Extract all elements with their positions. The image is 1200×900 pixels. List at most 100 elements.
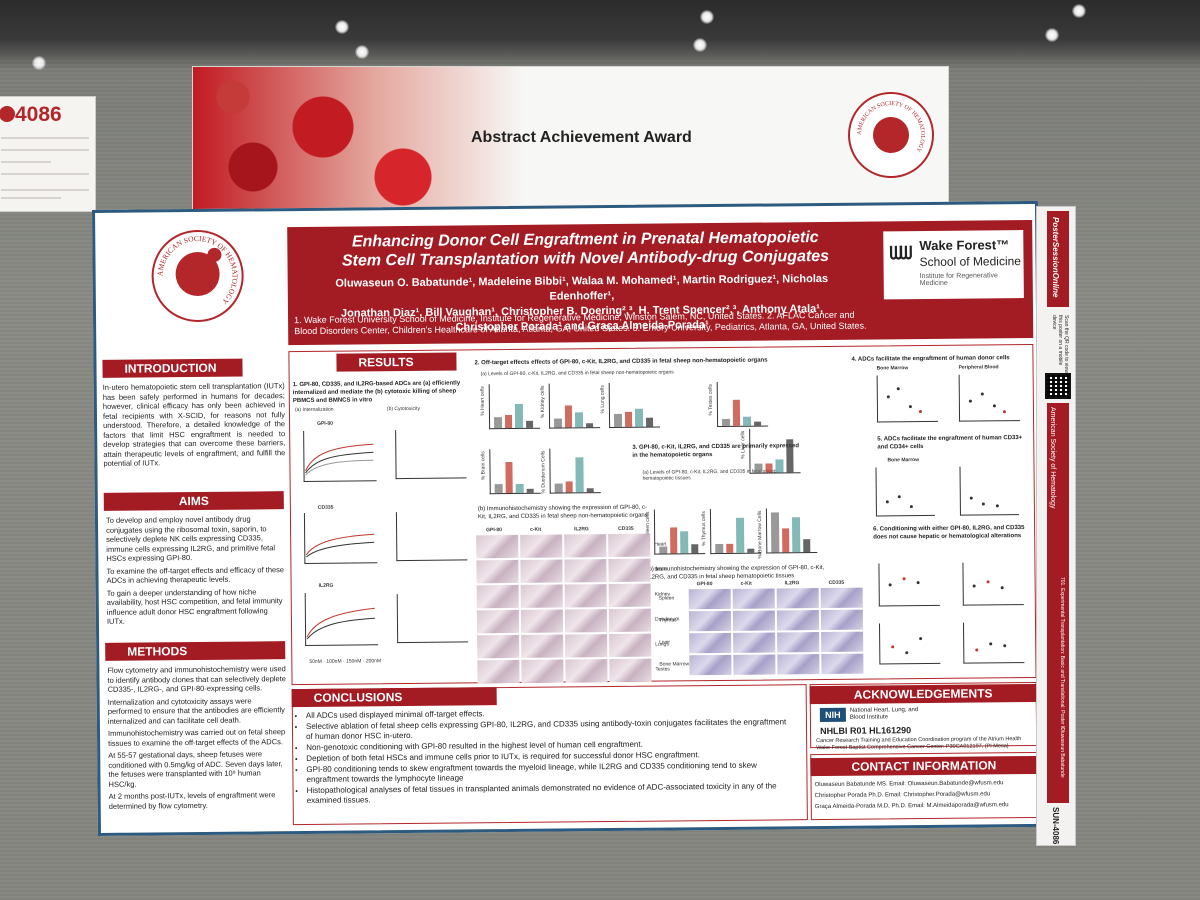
scatter-point: [968, 399, 972, 403]
award-title: Abstract Achievement Award: [471, 129, 692, 146]
organ-bar: [732, 399, 741, 426]
ihc3-tile: [689, 632, 732, 654]
organ-bar: [645, 417, 654, 427]
ihc3-tile: [733, 654, 776, 675]
scatter-point: [975, 648, 979, 652]
scatter-point: [1000, 586, 1004, 590]
fig1-curves: [305, 443, 375, 640]
organ-bar: [775, 459, 784, 473]
ihc-tile: [564, 609, 608, 633]
ihc3-tile: [732, 610, 776, 631]
scatter-point: [918, 410, 922, 414]
organ-bar-chart: [549, 448, 601, 494]
scatter-point: [885, 500, 889, 504]
fig1-title: 1. GPI-80, CD335, and IL2RG-based ADCs a…: [292, 380, 461, 405]
ceiling-light: [693, 38, 707, 52]
poster-title: Enhancing Donor Cell Engraftment in Pren…: [305, 228, 865, 271]
aims-heading: AIMS: [103, 491, 284, 511]
session-name: 701. Experimental Transplantation: Basic…: [1059, 577, 1065, 729]
fig4-panel-label: Peripheral Blood: [958, 364, 999, 371]
scatter-point: [992, 404, 996, 408]
grant-number: NHLBI R01 HL161290: [819, 725, 912, 737]
ihc-tile: [608, 583, 651, 608]
organ-bar-chart: [765, 508, 818, 554]
organ-axis-label: % Heart cells: [479, 386, 486, 416]
organ-bar: [526, 488, 534, 493]
fig3b-label: (b) Immunohistochemistry showing the exp…: [646, 564, 825, 581]
ihc3-tile: [688, 588, 731, 610]
organ-bar: [754, 463, 763, 473]
contact-line: Graça Almeida-Porada M.D, Ph.D. Email: M…: [814, 802, 1009, 811]
fig6-plot: [962, 562, 1024, 606]
scatter-point: [897, 495, 901, 499]
ihc3-tile: [820, 609, 864, 631]
aims-list: To develop and employ novel antibody dru…: [106, 514, 287, 629]
funding-note: Cancer Research Training and Education C…: [816, 736, 1022, 751]
organ-bar: [585, 422, 594, 428]
affiliations: 1. Wake Forest University School of Medi…: [294, 309, 867, 337]
organ-bar: [722, 419, 730, 426]
nih-logo: NIH: [819, 707, 846, 723]
nih-institute: National Heart, Lung, and Blood Institut…: [849, 707, 919, 721]
ihc3-tile: [820, 587, 863, 609]
organ-bar: [554, 483, 563, 493]
methods-item: Immunohistochemistry was carried out on …: [107, 727, 286, 748]
organ-bar-chart: [488, 383, 541, 430]
ihc3-tile: [732, 588, 775, 609]
fig1a-label: (a) Internalization: [294, 406, 334, 414]
organ-bar: [669, 527, 678, 554]
ceiling-light: [1072, 4, 1086, 18]
ihc-tile: [564, 559, 607, 583]
ihc3-tile: [689, 654, 732, 676]
scatter-point: [919, 637, 923, 641]
scatter-point: [902, 577, 906, 581]
postersession-brand: PosterSessionOnline: [1051, 217, 1060, 298]
fig1-row-label: GPI-80: [317, 420, 333, 427]
scatter-point: [1002, 410, 1006, 414]
wake-forest-icon: ᗯᗯ: [889, 243, 910, 264]
organ-bar: [690, 544, 699, 554]
methods-item: At 55-57 gestational days, sheep fetuses…: [108, 749, 283, 789]
ihc-tile: [609, 658, 652, 683]
organ-bar: [613, 413, 622, 427]
scatter-point: [916, 581, 920, 585]
ihc-tile: [609, 633, 652, 658]
ihc3-column-label: GPI-80: [696, 581, 713, 588]
ash-tag-icon: [0, 106, 15, 122]
scatter-point: [886, 395, 890, 399]
ihc-row-label: Heart: [654, 541, 667, 548]
scatter-point: [980, 392, 984, 396]
ihc3-tile: [777, 654, 820, 675]
ihc-tile: [476, 534, 519, 559]
scatter-point: [969, 496, 973, 500]
ihc-tile: [608, 533, 651, 558]
ihc-tile: [520, 609, 564, 633]
scatter-point: [972, 584, 976, 588]
institution-logo: ᗯᗯ Wake Forest™ School of Medicine Insti…: [883, 230, 1024, 300]
organ-bar: [680, 531, 688, 554]
aims-item: To examine the off-target effects and ef…: [106, 564, 285, 585]
scatter-point: [888, 583, 892, 587]
organ-bar: [515, 484, 524, 493]
ihc-tile: [520, 559, 563, 583]
organ-bar: [725, 544, 734, 553]
scatter-point: [908, 405, 912, 409]
ihc3-tile: [777, 632, 820, 653]
ihc3-tile: [776, 610, 820, 631]
ihc3-row-label: Bone Marrow: [659, 661, 690, 668]
organ-axis-label: % Thymus cells: [700, 511, 708, 547]
qr-code[interactable]: [1045, 373, 1071, 399]
contact-heading: CONTACT INFORMATION: [810, 755, 1038, 777]
ihc-tile: [565, 659, 608, 683]
scatter-point: [986, 580, 990, 584]
conclusions-list: All ADCs used displayed minimal off-targ…: [296, 706, 795, 807]
ihc3-tile: [733, 632, 776, 653]
fig1-legend: 50nM · 100nM · 150nM · 200nM: [309, 658, 382, 665]
organ-bar: [624, 411, 633, 427]
session-side-strip: PosterSessionOnline Scan the QR code to …: [1036, 206, 1076, 846]
ceiling-light: [355, 45, 369, 59]
organ-bar: [514, 403, 523, 428]
scatter-point: [981, 502, 985, 506]
institution-school: School of Medicine: [919, 254, 1021, 270]
organ-bar: [634, 409, 643, 427]
